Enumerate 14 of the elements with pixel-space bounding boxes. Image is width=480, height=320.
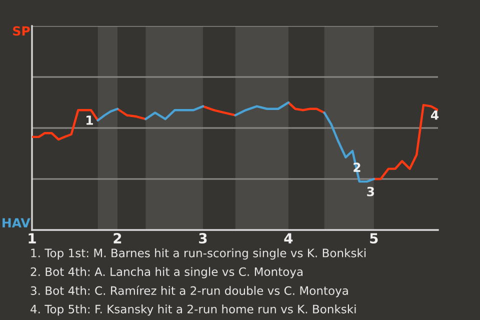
x-tick-label: 1 — [28, 233, 36, 244]
annotation: 3 — [367, 186, 374, 196]
text: 2. Bot 4th: A. Lancha hit a single vs C. Montoya — [30, 267, 302, 278]
text: 3. Bot 4th: C. Ramírez hit a 2-run double vs C. Montoya — [30, 286, 348, 298]
annotation: 4 — [430, 110, 439, 120]
text: 4. Top 5th: F. Ksansky hit a 2-run home run vs K. Bonkski — [30, 304, 356, 316]
x-tick-label: 4 — [284, 233, 293, 244]
text: SP — [13, 26, 30, 36]
x-tick-label: 3 — [199, 233, 207, 244]
annotation: 1 — [86, 116, 93, 125]
text: 1. Top 1st: M. Barnes hit a run-scoring single vs K. Bonkski — [31, 248, 366, 260]
x-tick-label: 5 — [370, 233, 378, 244]
text: HAV — [2, 218, 30, 228]
x-tick-label: 2 — [114, 233, 122, 244]
